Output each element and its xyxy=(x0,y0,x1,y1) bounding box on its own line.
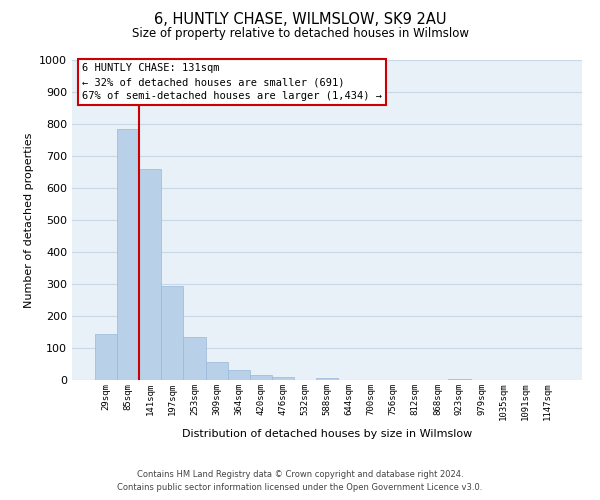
Bar xyxy=(250,374,272,380)
Text: 6, HUNTLY CHASE, WILMSLOW, SK9 2AU: 6, HUNTLY CHASE, WILMSLOW, SK9 2AU xyxy=(154,12,446,28)
Bar xyxy=(227,370,250,380)
Bar xyxy=(184,338,206,380)
Bar xyxy=(161,286,184,380)
Text: 6 HUNTLY CHASE: 131sqm
← 32% of detached houses are smaller (691)
67% of semi-de: 6 HUNTLY CHASE: 131sqm ← 32% of detached… xyxy=(82,63,382,101)
Text: Contains HM Land Registry data © Crown copyright and database right 2024.
Contai: Contains HM Land Registry data © Crown c… xyxy=(118,470,482,492)
Text: Size of property relative to detached houses in Wilmslow: Size of property relative to detached ho… xyxy=(131,28,469,40)
Y-axis label: Number of detached properties: Number of detached properties xyxy=(23,132,34,308)
Bar xyxy=(316,378,338,380)
Bar xyxy=(448,378,470,380)
Bar xyxy=(139,170,161,380)
Bar xyxy=(117,130,139,380)
Bar xyxy=(272,378,294,380)
X-axis label: Distribution of detached houses by size in Wilmslow: Distribution of detached houses by size … xyxy=(182,428,472,438)
Bar xyxy=(95,334,117,380)
Bar xyxy=(206,362,227,380)
